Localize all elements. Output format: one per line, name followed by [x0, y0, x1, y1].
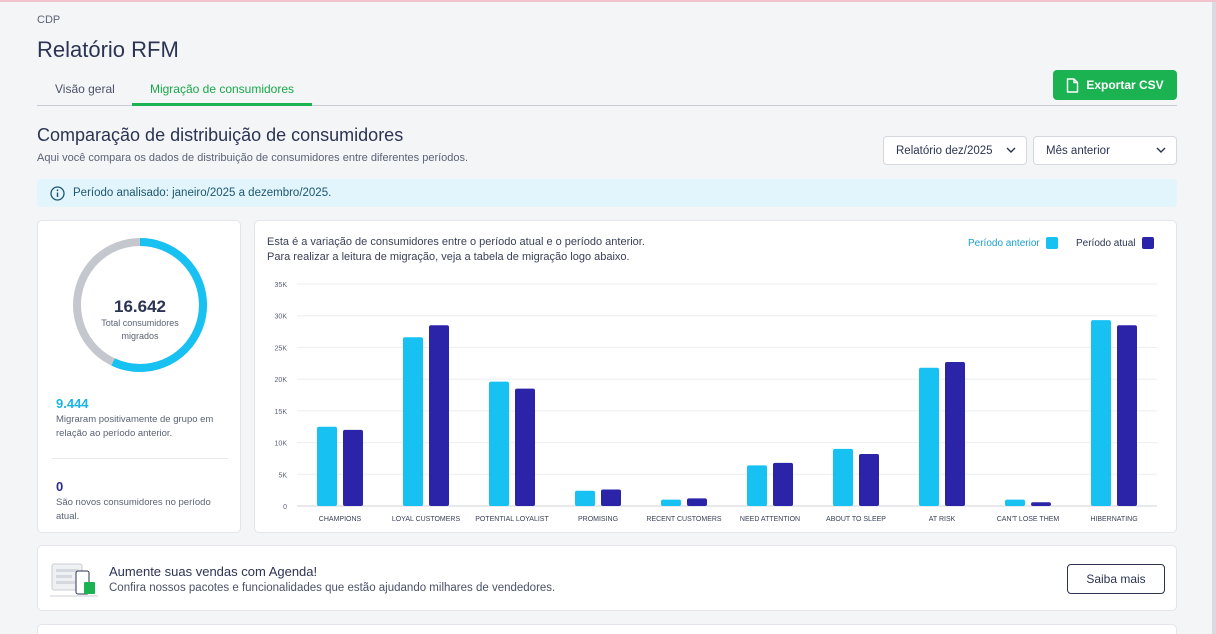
migration-summary-card: 16.642 Total consumidores migrados 9.444…: [37, 220, 241, 533]
x-category-label: CHAMPIONS: [319, 516, 362, 523]
top-accent-line: [0, 0, 1216, 2]
chart-description-line2: Para realizar a leitura de migração, vej…: [267, 251, 630, 263]
bar-current: [429, 325, 449, 506]
x-category-label: NEED ATTENTION: [740, 516, 800, 523]
export-csv-label: Exportar CSV: [1086, 78, 1164, 92]
positive-migration-value: 9.444: [56, 396, 89, 411]
y-tick-label: 10K: [275, 441, 288, 448]
info-banner: Período analisado: janeiro/2025 a dezemb…: [37, 179, 1177, 207]
y-tick-label: 5K: [278, 472, 287, 479]
x-category-label: ABOUT TO SLEEP: [826, 516, 886, 523]
next-section-card: [37, 624, 1177, 634]
tab-migracao-consumidores[interactable]: Migração de consumidores: [132, 82, 312, 106]
new-consumers-value: 0: [56, 479, 64, 494]
y-tick-label: 0: [283, 504, 287, 511]
bar-current: [601, 489, 621, 506]
legend-current-swatch: [1141, 237, 1154, 249]
report-period-value: Relatório dez/2025: [896, 144, 993, 157]
chevron-down-icon: [1006, 147, 1016, 153]
tab-bar: Visão geral Migração de consumidores: [37, 82, 1177, 106]
legend-previous[interactable]: Período anterior: [968, 237, 1058, 249]
x-category-label: POTENTIAL LOYALIST: [475, 516, 549, 523]
x-category-label: CAN'T LOSE THEM: [997, 516, 1060, 523]
chart-description-line1: Esta é a variação de consumidores entre …: [267, 236, 645, 248]
bar-current: [773, 462, 793, 506]
x-category-label: HIBERNATING: [1090, 516, 1137, 523]
saiba-mais-button[interactable]: Saiba mais: [1067, 564, 1165, 594]
promo-title: Aumente suas vendas com Agenda!: [109, 564, 318, 579]
page-scrollbar[interactable]: [1212, 2, 1216, 634]
positive-migration-label: Migraram positivamente de grupo em relaç…: [56, 414, 214, 439]
legend-current-label: Período atual: [1076, 237, 1136, 249]
chart-description: Esta é a variação de consumidores entre …: [267, 235, 645, 265]
bar-current: [859, 453, 879, 506]
report-period-select[interactable]: Relatório dez/2025: [883, 136, 1027, 165]
bar-current: [343, 429, 363, 506]
total-migrated-value: 16.642: [114, 297, 166, 316]
bar-previous: [1091, 320, 1111, 506]
bar-previous: [317, 426, 337, 506]
legend-previous-swatch: [1045, 237, 1058, 249]
migration-chart-card: 0 5K 10K 15K 20K 25K 30K 35K CHAMPIONS LOYAL CUST…: [254, 220, 1177, 533]
y-tick-label: 35K: [275, 282, 288, 289]
x-category-label: RECENT CUSTOMERS: [646, 516, 722, 523]
migration-donut: 16.642 Total consumidores migrados: [70, 235, 210, 375]
donut-chart: [73, 238, 207, 372]
bar-previous: [489, 381, 509, 506]
bar-current: [945, 362, 965, 506]
section-title: Comparação de distribuição de consumidor…: [37, 125, 404, 145]
bar-chart: 0 5K 10K 15K 20K 25K 30K 35K CHAMPIONS LOYAL CUST…: [275, 282, 1157, 523]
bar-current: [1031, 502, 1051, 506]
page-title: Relatório RFM: [37, 37, 179, 62]
agenda-promo-icon: [50, 563, 98, 597]
bar-current: [515, 388, 535, 506]
divider: [52, 458, 228, 459]
tab-visao-geral[interactable]: Visão geral: [55, 82, 115, 96]
bar-previous: [747, 465, 767, 506]
y-tick-label: 25K: [275, 345, 288, 352]
file-icon: [1067, 77, 1079, 93]
info-text: Período analisado: janeiro/2025 a dezemb…: [73, 187, 332, 199]
new-consumers-label: São novos consumidores no período atual.: [56, 497, 211, 522]
bar-previous: [833, 448, 853, 506]
x-category-label: AT RISK: [929, 516, 956, 523]
total-migrated-label: Total consumidores migrados: [101, 318, 179, 341]
breadcrumb[interactable]: CDP: [37, 14, 61, 26]
legend-previous-label: Período anterior: [968, 237, 1040, 249]
donut-positive-arc: [73, 238, 207, 372]
y-tick-label: 15K: [275, 409, 288, 416]
x-category-label: PROMISING: [578, 516, 618, 523]
bar-previous: [403, 337, 423, 506]
y-tick-label: 30K: [275, 314, 288, 321]
export-csv-button[interactable]: Exportar CSV: [1053, 70, 1177, 100]
bar-previous: [575, 490, 595, 506]
chevron-down-icon: [1156, 147, 1166, 153]
promo-subtitle: Confira nossos pacotes e funcionalidades…: [109, 582, 556, 594]
y-tick-label: 20K: [275, 377, 288, 384]
bar-previous: [1005, 499, 1025, 506]
section-subtitle: Aqui você compara os dados de distribuiç…: [37, 152, 469, 164]
bar-previous: [661, 499, 681, 506]
x-category-label: LOYAL CUSTOMERS: [392, 516, 461, 523]
legend-current[interactable]: Período atual: [1076, 237, 1154, 249]
bar-current: [687, 498, 707, 506]
bar-current: [1117, 325, 1137, 506]
info-icon: [50, 185, 65, 201]
bar-previous: [919, 367, 939, 506]
compare-period-select[interactable]: Mês anterior: [1033, 136, 1177, 165]
compare-period-value: Mês anterior: [1046, 144, 1110, 157]
promo-banner: Aumente suas vendas com Agenda! Confira …: [37, 545, 1177, 611]
